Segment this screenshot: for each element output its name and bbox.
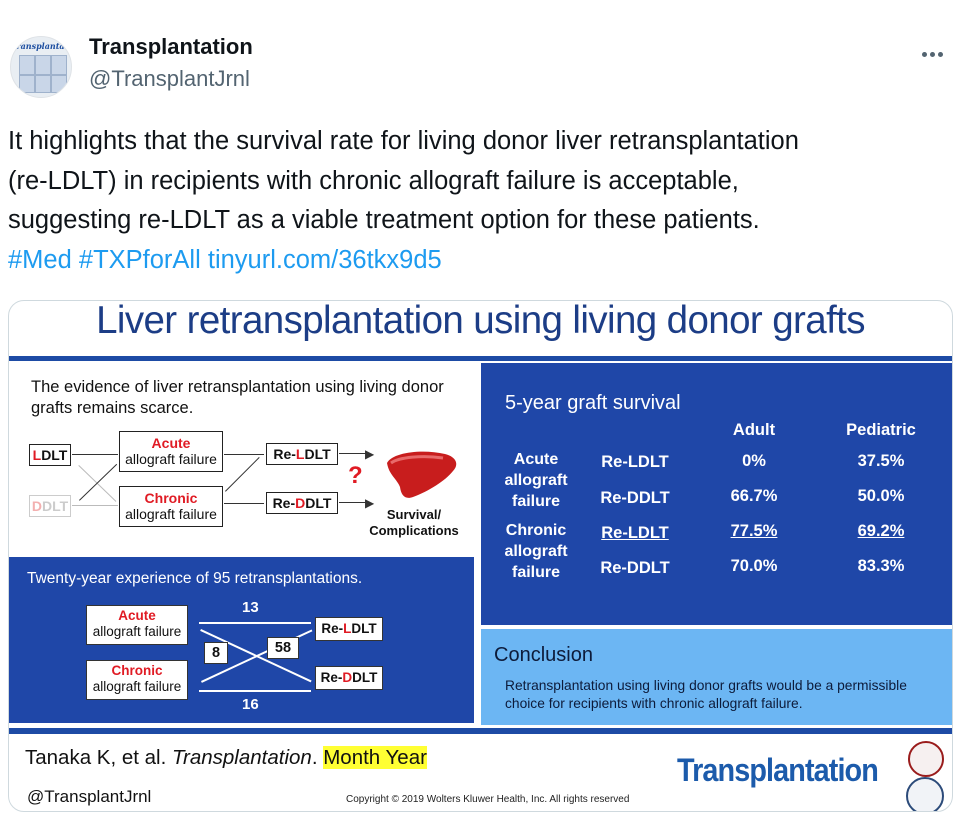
col-header-pediatric: Pediatric (846, 421, 916, 439)
exp-re-ddlt-box: Re-DDLT (315, 666, 383, 690)
table-cell-pediatric: 50.0% (857, 487, 905, 505)
survival-title: 5-year graft survival (505, 392, 681, 414)
footer-divider (9, 728, 952, 734)
tweet-text-line: suggesting re-LDLT as a viable treatment… (8, 206, 760, 234)
cover-thumb (19, 75, 35, 93)
tweet-text-line: (re-LDLT) in recipients with chronic all… (8, 166, 739, 195)
ldlt-box: LDLT (29, 444, 71, 466)
cover-thumb (35, 55, 51, 75)
conclusion-text: Retransplantation using living donor gra… (505, 678, 907, 711)
table-row-procedure: Re-LDLT (601, 453, 669, 471)
arrow-head-icon: ▶ (365, 496, 375, 510)
re-ldlt-box: Re-LDLT (266, 443, 338, 465)
table-cell-adult: 0% (742, 452, 766, 470)
slide-title: Liver retransplantation using living don… (96, 300, 865, 342)
survival-panel: 5-year graft survival Adult Pediatric Ac… (481, 363, 952, 625)
arrow-head-icon: ▶ (365, 447, 375, 461)
title-divider (9, 356, 952, 361)
conclusion-title: Conclusion (494, 644, 593, 666)
connector-line (224, 503, 264, 505)
chronic-failure-box: Chronic allograft failure (119, 486, 223, 527)
count-chronic-ldlt: 58 (267, 637, 299, 659)
society-seal-icon (908, 741, 944, 777)
group-acute: Acute allograft failure (504, 451, 568, 510)
acute-failure-box: Acute allograft failure (119, 431, 223, 472)
exp-acute-box: Acute allograft failure (86, 605, 188, 645)
evidence-text: The evidence of liver retransplantation … (31, 378, 444, 417)
table-row-procedure: Re-DDLT (600, 489, 670, 507)
ddlt-box: DDLT (29, 495, 71, 517)
copyright: Copyright © 2019 Wolters Kluwer Health, … (346, 794, 630, 805)
exp-re-ldlt-box: Re-LDLT (315, 617, 383, 641)
connector-line (224, 454, 264, 456)
ellipsis-icon[interactable] (922, 36, 946, 64)
table-cell-pediatric: 37.5% (857, 452, 905, 470)
connector-line (225, 457, 260, 492)
connector-line (79, 463, 118, 502)
citation: Tanaka K, et al. Transplantation. Month … (25, 746, 427, 769)
flow-line (199, 690, 311, 692)
group-chronic: Chronic allograft failure (504, 522, 568, 581)
table-row-procedure: Re-LDLT (601, 524, 669, 542)
arrow-line (339, 453, 369, 455)
slide-handle: @TransplantJrnl (27, 787, 152, 806)
display-name[interactable]: Transplantation (89, 34, 253, 59)
table-cell-adult: 70.0% (730, 557, 778, 575)
cover-thumb (51, 75, 67, 93)
table-cell-pediatric: 83.3% (857, 557, 905, 575)
count-acute-ddlt: 8 (204, 642, 228, 664)
col-header-adult: Adult (732, 421, 776, 439)
count-acute-ldlt: 13 (242, 599, 259, 616)
tweet-text: It highlights that the survival rate for… (8, 122, 958, 280)
tweet-text-line: It highlights that the survival rate for… (8, 127, 799, 155)
experience-title: Twenty-year experience of 95 retransplan… (27, 570, 363, 587)
count-chronic-ddlt: 16 (242, 696, 259, 713)
re-ddlt-box: Re-DDLT (266, 492, 338, 514)
avatar-journal-title: Transplantation (11, 41, 72, 51)
question-mark: ? (348, 462, 363, 489)
cover-thumb (51, 55, 67, 75)
user-handle[interactable]: @TransplantJrnl (89, 66, 250, 91)
experience-panel: Twenty-year experience of 95 retransplan… (9, 557, 474, 723)
hashtag-txpforall[interactable]: #TXPforAll (78, 245, 201, 274)
avatar[interactable]: Transplantation (10, 36, 72, 98)
cover-thumb (35, 75, 51, 93)
tweet-link[interactable]: tinyurl.com/36tkx9d5 (207, 245, 442, 274)
connector-line (72, 505, 118, 507)
table-row-procedure: Re-DDLT (600, 559, 670, 577)
cover-thumb (19, 55, 35, 75)
liver-icon (387, 451, 457, 498)
society-seal-icon (906, 777, 944, 811)
hashtag-med[interactable]: #Med (8, 245, 72, 274)
table-cell-adult: 77.5% (730, 522, 778, 540)
arrow-line (339, 502, 369, 504)
table-cell-adult: 66.7% (730, 487, 778, 505)
media-card[interactable]: Liver retransplantation using living don… (8, 300, 953, 812)
journal-logo: Transplantation (677, 752, 879, 788)
conclusion-panel: Conclusion Retransplantation using livin… (481, 629, 952, 725)
outcome-label: Survival/ Complications (369, 507, 459, 538)
exp-chronic-box: Chronic allograft failure (86, 660, 188, 700)
table-cell-pediatric: 69.2% (857, 522, 905, 540)
connector-line (72, 454, 118, 456)
flow-line (199, 622, 311, 624)
